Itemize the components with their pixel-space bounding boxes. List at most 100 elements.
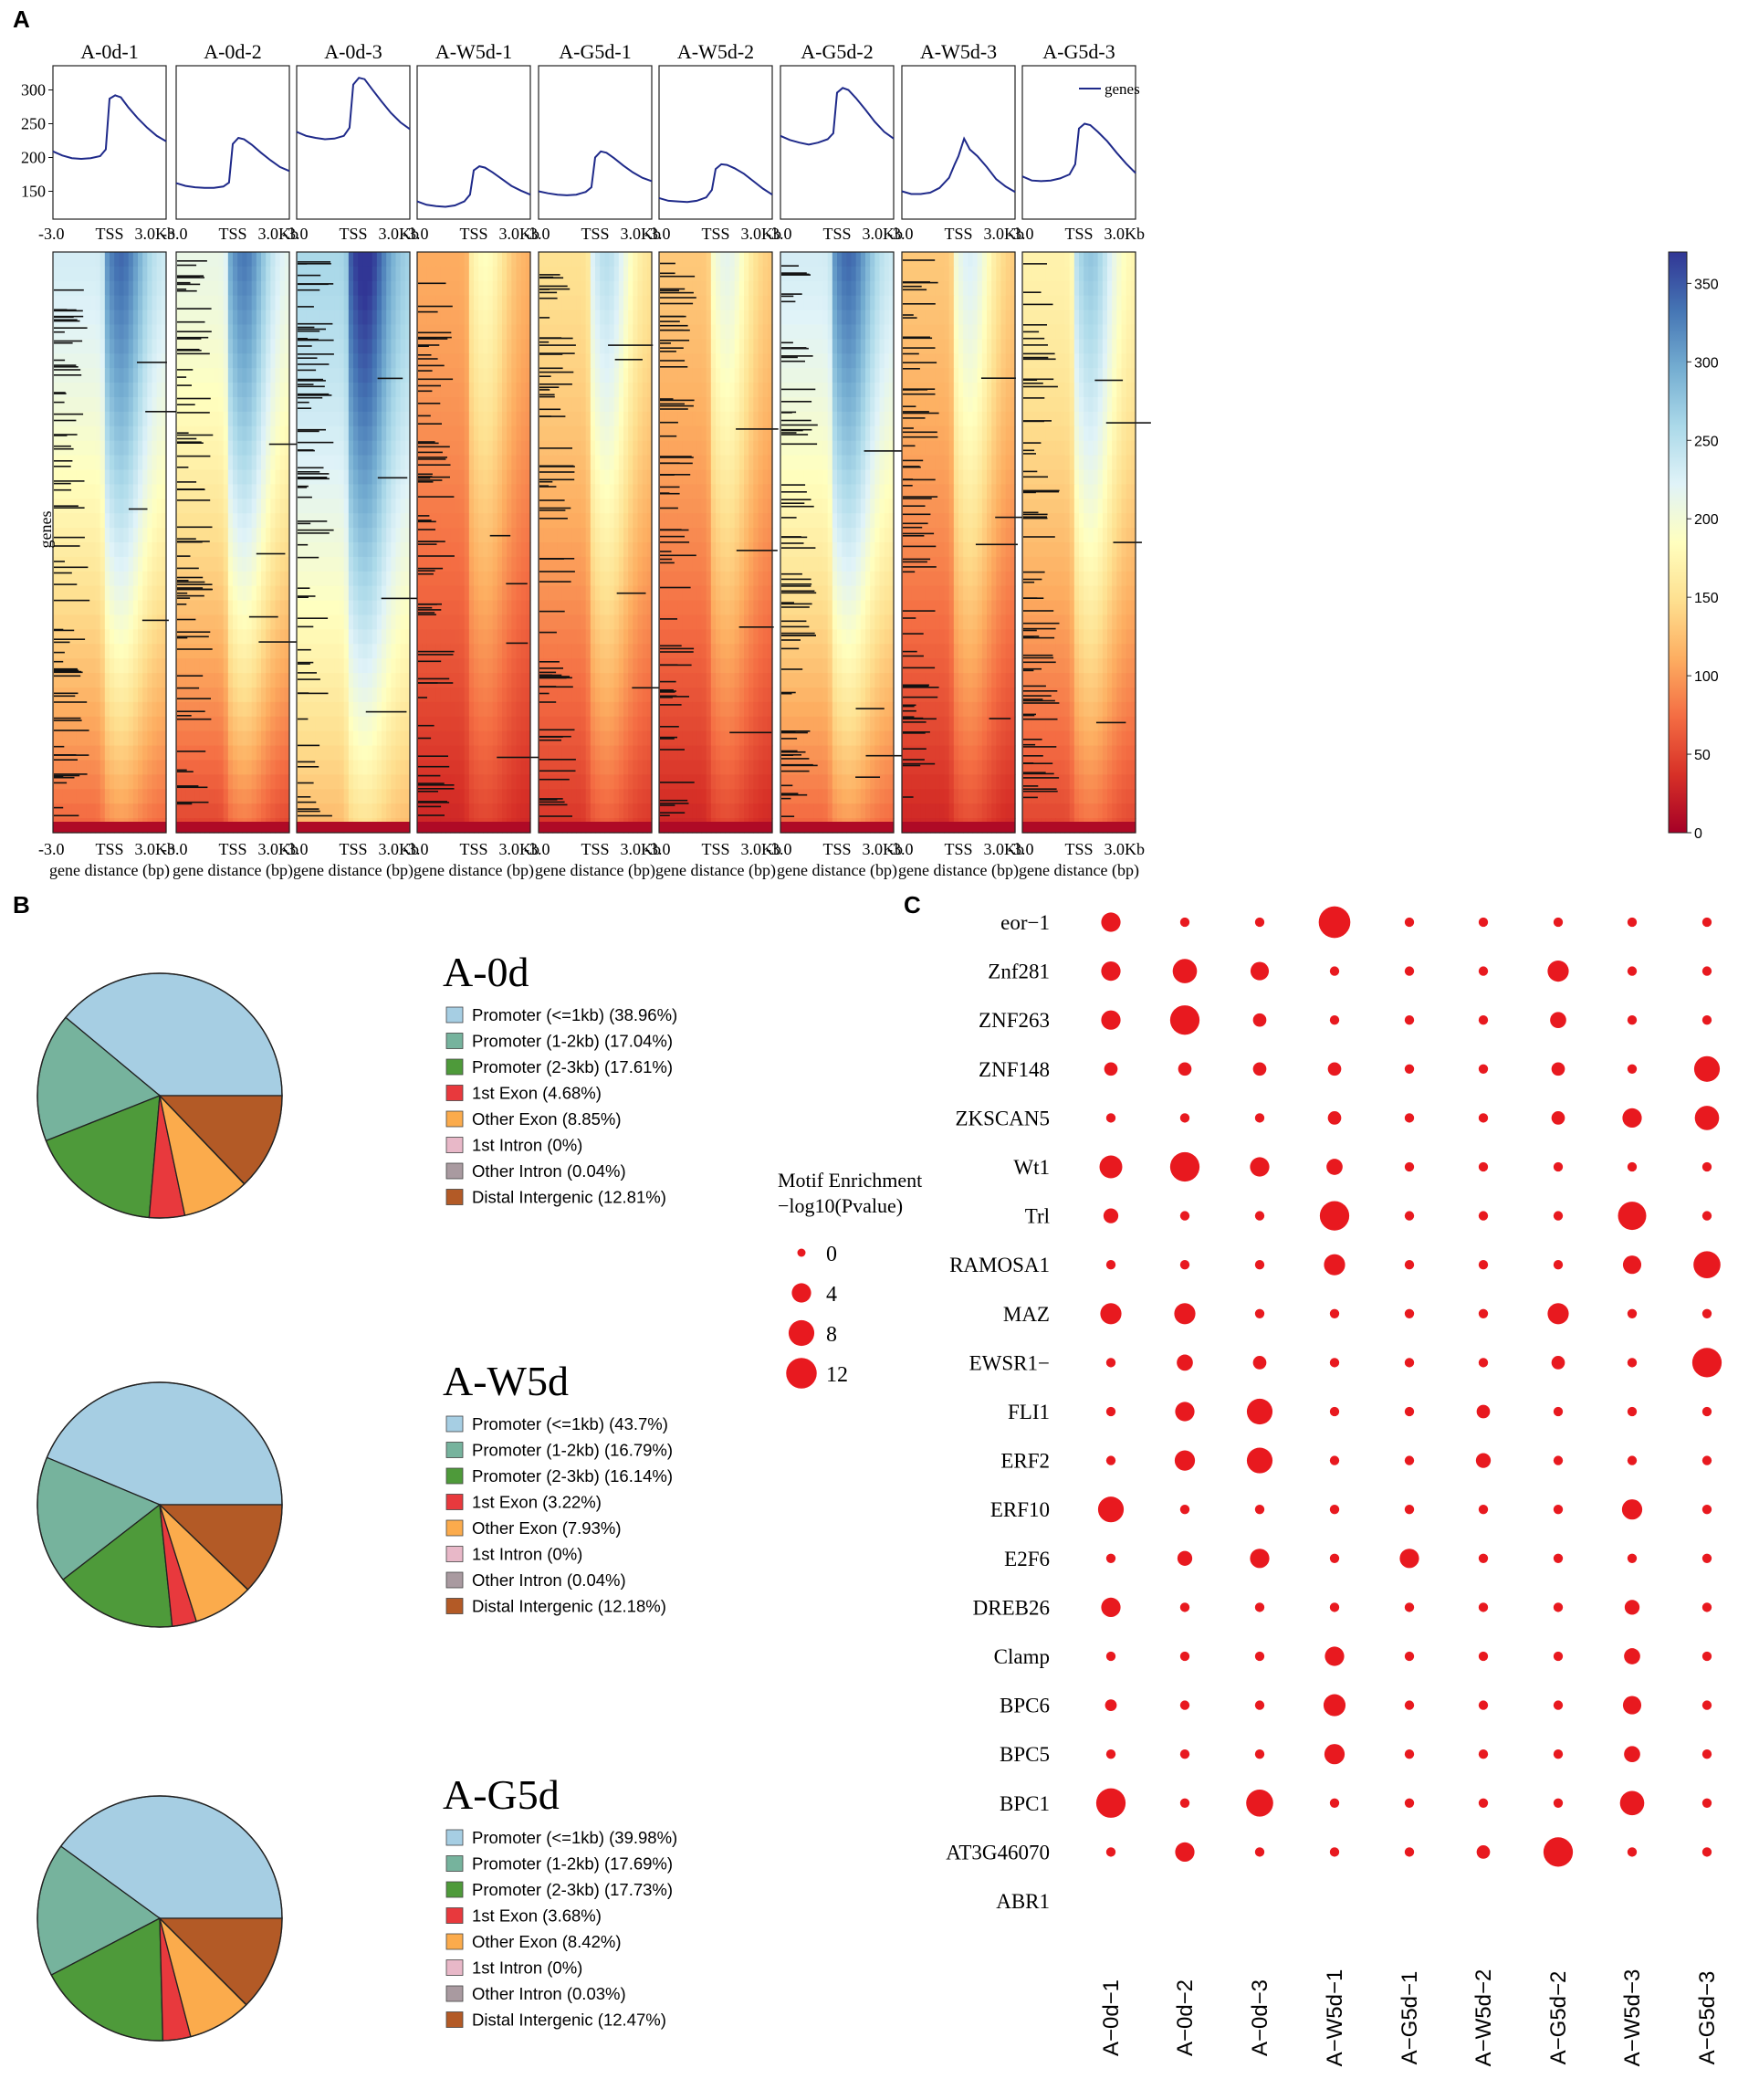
heatmap-cell <box>367 411 373 427</box>
heatmap-cell <box>256 600 262 616</box>
heatmap-cell <box>613 484 620 499</box>
heatmap-cell <box>376 701 382 718</box>
heatmap-cell <box>242 499 248 514</box>
heatmap-cell <box>334 411 340 427</box>
heatmap-cell <box>142 484 148 499</box>
heatmap-cell <box>334 760 340 775</box>
heatmap-cell <box>86 440 91 457</box>
heatmap-cell <box>209 688 215 703</box>
heatmap-cell <box>455 716 461 732</box>
heatmap-cell <box>123 469 130 485</box>
heatmap-cell <box>218 484 225 499</box>
heatmap-cell <box>395 600 402 616</box>
heatmap-cell <box>404 513 411 529</box>
heatmap-missing-row <box>298 338 308 340</box>
heatmap-cell <box>372 513 378 529</box>
heatmap-cell <box>251 280 257 297</box>
heatmap-cell <box>266 469 271 485</box>
heatmap-cell <box>628 469 633 485</box>
heatmap-missing-row <box>298 596 309 598</box>
heatmap-cell <box>343 339 350 354</box>
heatmap-missing-row <box>177 308 212 310</box>
heatmap-cell <box>609 499 615 514</box>
heatmap-cell <box>516 745 522 761</box>
heatmap-cell <box>306 730 312 747</box>
heatmap-cell <box>237 600 243 616</box>
heatmap-cell <box>142 455 148 471</box>
heatmap-cell <box>246 585 253 602</box>
heatmap-cell <box>353 716 359 732</box>
heatmap-cell <box>431 455 437 471</box>
heatmap-cell <box>181 252 186 268</box>
heatmap-missing-row <box>418 603 442 605</box>
heatmap-missing-row <box>54 435 68 436</box>
heatmap-cell <box>58 745 63 761</box>
heatmap-cell <box>372 252 378 268</box>
heatmap-cell <box>76 658 82 674</box>
heatmap-cell <box>114 803 120 819</box>
heatmap-cell <box>404 688 411 703</box>
heatmap-cell <box>348 469 354 485</box>
heatmap-cell <box>440 310 446 326</box>
heatmap-cell <box>362 295 369 311</box>
heatmap-missing-row <box>418 724 434 727</box>
heatmap-cell <box>279 528 286 543</box>
heatmap-cell <box>435 701 442 718</box>
heatmap-cell <box>297 353 302 369</box>
heatmap-cell <box>581 353 587 369</box>
heatmap-cell <box>156 324 162 340</box>
heatmap-cell <box>152 774 158 790</box>
heatmap-cell <box>242 614 248 630</box>
heatmap-cell <box>330 571 335 587</box>
heatmap-cell <box>199 789 205 804</box>
heatmap-cell <box>492 760 498 775</box>
heatmap-cell <box>552 600 559 616</box>
heatmap-cell <box>497 614 503 630</box>
heatmap-cell <box>204 571 210 587</box>
heatmap-cell <box>53 513 58 529</box>
heatmap-missing-row <box>54 730 89 731</box>
heatmap-cell <box>319 411 326 427</box>
heatmap-cell <box>395 353 402 369</box>
heatmap-cell <box>613 528 620 543</box>
heatmap-cell <box>104 499 110 514</box>
heatmap-cell <box>128 629 134 645</box>
heatmap-cell <box>468 513 475 529</box>
heatmap-cell <box>76 803 82 819</box>
heatmap-cell <box>395 644 402 659</box>
heatmap-cell <box>209 556 215 572</box>
heatmap-cell <box>492 353 498 369</box>
heatmap-cell <box>445 688 451 703</box>
heatmap-cell <box>507 368 512 383</box>
heatmap-cell <box>358 252 363 268</box>
heatmap-cell <box>76 673 82 688</box>
heatmap-cell <box>334 688 340 703</box>
heatmap-cell <box>353 614 359 630</box>
heatmap-cell <box>142 745 148 761</box>
heatmap-cell <box>613 455 620 471</box>
heatmap-cell <box>552 339 559 354</box>
heatmap-missing-row <box>54 369 81 371</box>
heatmap-cell <box>214 614 220 630</box>
heatmap-cell <box>76 513 82 529</box>
heatmap-cell <box>525 295 531 311</box>
heatmap-cell <box>71 644 78 659</box>
heatmap-cell <box>194 353 201 369</box>
heatmap-cell <box>190 760 196 775</box>
heatmap-cell <box>119 411 125 427</box>
heatmap-cell <box>190 730 196 747</box>
heatmap-cell <box>358 803 363 819</box>
heatmap-cell <box>194 730 201 747</box>
heatmap-cell <box>557 556 563 572</box>
heatmap-cell <box>395 425 402 442</box>
heatmap-cell <box>99 760 106 775</box>
heatmap-cell <box>99 542 106 558</box>
heatmap-cell <box>478 368 484 383</box>
heatmap-cell <box>516 528 522 543</box>
heatmap-cell <box>81 556 87 572</box>
heatmap-cell <box>391 585 397 602</box>
heatmap-cell <box>306 499 312 514</box>
heatmap-cell <box>483 688 489 703</box>
heatmap-cell <box>376 280 382 297</box>
heatmap-cell <box>266 629 271 645</box>
